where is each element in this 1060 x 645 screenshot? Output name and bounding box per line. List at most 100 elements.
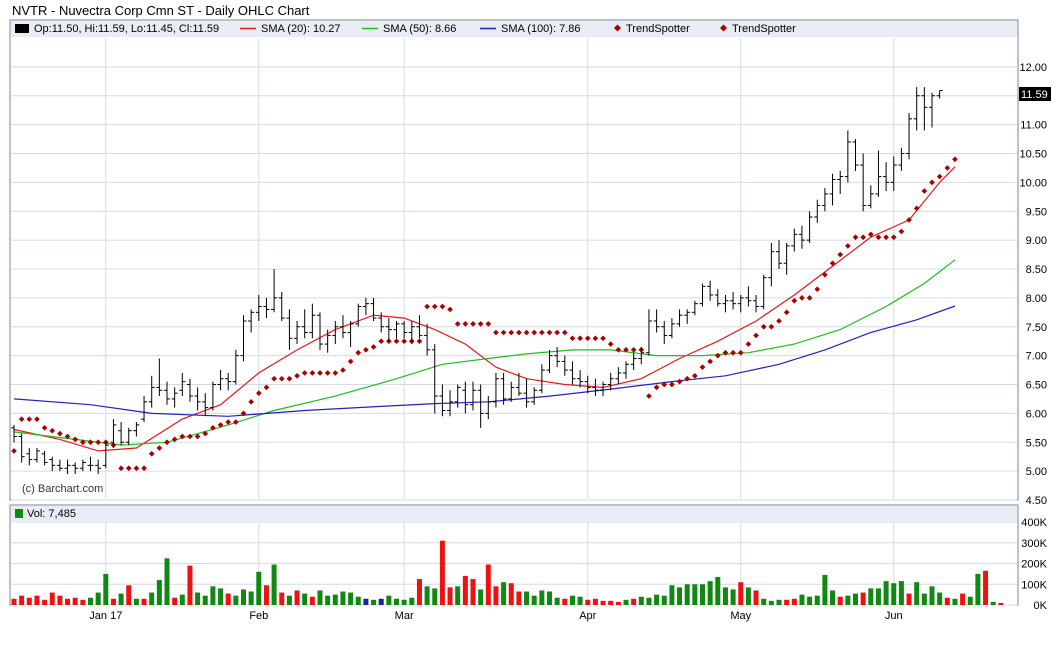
volume-bar: [791, 598, 797, 605]
volume-bar: [562, 598, 568, 605]
trendspotter-dot: [125, 465, 132, 472]
trendspotter-dot: [783, 309, 790, 316]
volume-bar: [952, 598, 958, 605]
volume-bar: [133, 598, 139, 605]
volume-bar: [745, 587, 751, 605]
trendspotter-dot: [454, 321, 461, 327]
ohlc-bar: [508, 381, 515, 402]
volume-bar: [822, 574, 828, 605]
volume-bar: [256, 571, 262, 605]
trendspotter-dot: [500, 329, 507, 336]
trendspotter-dot: [80, 439, 86, 446]
volume-bar: [371, 599, 377, 605]
ohlc-bar: [584, 375, 591, 394]
volume-bar: [669, 585, 675, 605]
trendspotter-dot: [814, 286, 821, 293]
price-y-tick-label: 5.50: [1026, 437, 1047, 449]
volume-bar: [875, 588, 881, 605]
ohlc-bar: [339, 315, 346, 339]
trendspotter-dot: [776, 318, 782, 324]
volume-bar: [960, 593, 966, 605]
volume-bar: [661, 595, 667, 605]
trendspotter-dot: [822, 271, 828, 278]
ohlc-bar: [110, 419, 117, 449]
ohlc-bars: [11, 87, 943, 475]
volume-bar: [722, 587, 728, 605]
price-grid: [11, 38, 1017, 501]
ohlc-bar: [362, 297, 369, 316]
legend-label: SMA (20): 10.27: [261, 23, 341, 35]
ohlc-bar: [577, 370, 584, 388]
volume-bar: [623, 599, 629, 605]
trendspotter-dot: [263, 384, 270, 391]
price-y-axis: 4.50 5.00 5.50 6.00 6.50 7.00 7.50 8.00 8.50 9.00…: [1019, 62, 1047, 507]
trendspotter-dot: [95, 439, 101, 446]
trendspotter-dot: [692, 373, 698, 379]
volume-bar: [478, 589, 484, 605]
trendspotter-dot: [171, 436, 178, 443]
volume-y-tick-label: 400K: [1021, 517, 1047, 529]
trendspotter-dot: [890, 234, 897, 241]
trendspotter-dot: [118, 465, 124, 472]
ohlc-bar: [118, 422, 125, 446]
ohlc-bar: [393, 320, 400, 339]
trendspotter-dot: [852, 234, 859, 241]
volume-bar: [202, 595, 208, 605]
volume-bar: [179, 594, 185, 605]
volume-bar: [416, 579, 422, 605]
volume-bar: [807, 596, 813, 605]
volume-bar: [631, 598, 637, 605]
volume-bar: [493, 586, 499, 605]
price-y-tick-label: 4.50: [1026, 495, 1047, 507]
ohlc-bar: [26, 448, 33, 466]
ohlc-bar: [485, 396, 492, 420]
ohlc-bar: [623, 361, 629, 379]
trendspotter-dot: [906, 217, 912, 223]
ohlc-bar: [309, 303, 316, 339]
price-y-tick-label: 8.00: [1026, 293, 1047, 305]
trendspotter-dot: [202, 430, 209, 437]
x-tick-label: Feb: [249, 610, 268, 622]
ohlc-bar: [462, 381, 469, 414]
trendspotter-dot: [508, 329, 515, 336]
volume-bar: [998, 602, 1004, 605]
ohlc-bar: [515, 372, 522, 397]
trendspotter-dot: [210, 424, 216, 431]
ohlc-bar: [271, 269, 278, 313]
ohlc-bar: [439, 384, 446, 417]
volume-bar: [164, 558, 170, 605]
x-axis-labels: Jan 17 Feb Mar Apr May Jun: [89, 610, 902, 622]
legend: Op:11.50, Hi:11.59, Lo:11.45, Cl:11.59 SM…: [15, 23, 796, 35]
legend-swatch-box: [15, 24, 29, 33]
volume-bar: [447, 587, 453, 605]
volume-bar: [608, 600, 614, 605]
x-tick-label: Apr: [579, 610, 596, 622]
volume-bar: [233, 595, 239, 605]
trendspotter-dot: [768, 323, 775, 330]
ohlc-bar: [707, 280, 714, 301]
volume-bar: [271, 564, 277, 605]
ohlc-bar: [401, 320, 408, 339]
ohlc-bar: [248, 309, 255, 333]
trendspotter-dot: [577, 335, 583, 342]
ohlc-bar: [600, 381, 607, 397]
volume-bar: [638, 596, 644, 605]
ohlc-bar: [821, 188, 828, 212]
price-y-tick-label: 7.50: [1026, 322, 1047, 334]
volume-bar: [332, 594, 338, 605]
trendspotter-dot: [684, 375, 691, 382]
price-y-tick-label: 10.00: [1019, 177, 1047, 189]
trendspotter-dot: [317, 370, 323, 376]
trendspotter-dot: [554, 329, 560, 336]
volume-bar: [241, 589, 246, 605]
ohlc-bar: [913, 87, 920, 131]
volume-bar: [684, 584, 690, 605]
ohlc-bar: [753, 294, 760, 313]
ohlc-bar: [171, 387, 178, 408]
trendspotter-dot: [347, 358, 354, 365]
volume-bar: [677, 587, 683, 605]
volume-bar: [738, 582, 744, 605]
legend-label: SMA (50): 8.66: [383, 23, 456, 35]
trendspotter-dot: [332, 370, 339, 376]
ohlc-bar: [898, 147, 905, 171]
